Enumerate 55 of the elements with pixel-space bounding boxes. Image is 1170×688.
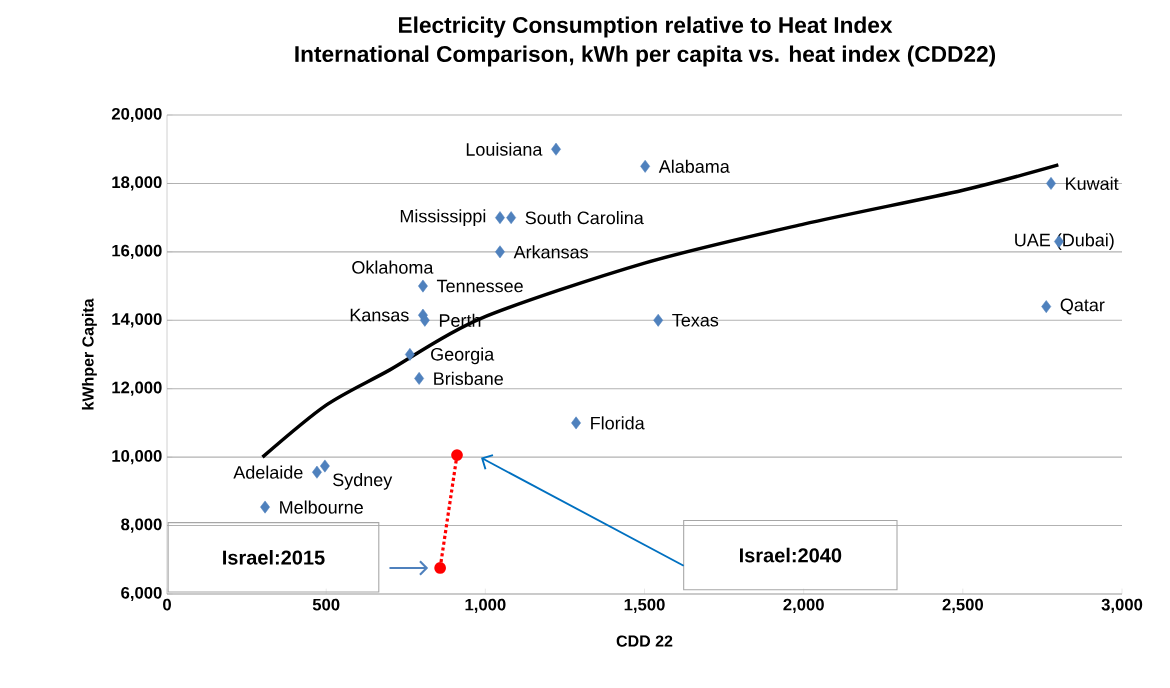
annotation: Kansas — [350, 308, 409, 322]
annotation: Qatar — [1060, 298, 1105, 315]
chart-subtitle: International Comparison, kWh per capita vs. heat index (CDD22) — [295, 45, 996, 67]
annotation: Adelaide — [233, 465, 303, 479]
point — [640, 159, 651, 173]
x-tick-label: 2,000 — [783, 598, 824, 613]
chart-title: Electricity Consumption relative to Heat Index — [399, 16, 893, 38]
y-tick-label: 8,000 — [121, 518, 162, 533]
point — [571, 416, 581, 430]
point — [506, 211, 516, 225]
y-axis-title: kWhper Capita — [81, 298, 97, 410]
point — [320, 459, 330, 473]
point — [312, 465, 322, 479]
y-tick-label: 10,000 — [112, 450, 162, 465]
point — [260, 500, 270, 514]
y-tick-label: 6,000 — [121, 586, 162, 602]
point — [653, 313, 664, 327]
annotation: Texas — [672, 314, 719, 327]
x-tick-label: 500 — [312, 598, 340, 611]
y-tick-label: 18,000 — [112, 176, 162, 191]
point — [414, 372, 424, 385]
point — [1041, 300, 1052, 313]
y-tick-label: 14,000 — [112, 313, 162, 328]
annotation: Georgia — [431, 347, 495, 365]
annotation: Sydney — [333, 472, 393, 490]
point — [418, 279, 428, 293]
point — [551, 142, 561, 156]
point — [405, 348, 415, 361]
x-tick-label: 1,000 — [465, 598, 506, 613]
annotation: South Carolina — [525, 211, 644, 225]
x-tick-label: 3,000 — [1101, 598, 1143, 613]
annotation: Israel:2040 — [739, 547, 842, 563]
y-tick-label: 12,000 — [112, 381, 162, 396]
point — [495, 211, 505, 225]
x-tick-label: 1,500 — [624, 598, 665, 613]
annotation: Brisbane — [434, 371, 503, 386]
annotation: Melbourne — [280, 500, 363, 514]
annotation: Tennessee — [436, 279, 523, 293]
annotation: Kuwait — [1066, 176, 1119, 191]
x-axis-title: CDD 22 — [616, 635, 673, 647]
annotation: Oklahoma — [352, 260, 434, 274]
point — [434, 562, 446, 574]
x-tick-label: 0 — [163, 598, 171, 611]
annotation: Louisiana — [466, 142, 543, 156]
annotation: Israel:2015 — [223, 549, 325, 565]
point — [1046, 177, 1056, 190]
x-tick-label: 2,500 — [942, 598, 984, 613]
point — [495, 245, 505, 259]
annotation: Arkansas — [513, 245, 588, 259]
annotation: Florida — [591, 416, 645, 430]
y-tick-label: 16,000 — [112, 244, 162, 259]
point — [451, 449, 463, 461]
y-tick-label: 20,000 — [111, 107, 162, 123]
annotation: Alabama — [658, 159, 730, 173]
annotation: Mississippi — [400, 209, 486, 227]
